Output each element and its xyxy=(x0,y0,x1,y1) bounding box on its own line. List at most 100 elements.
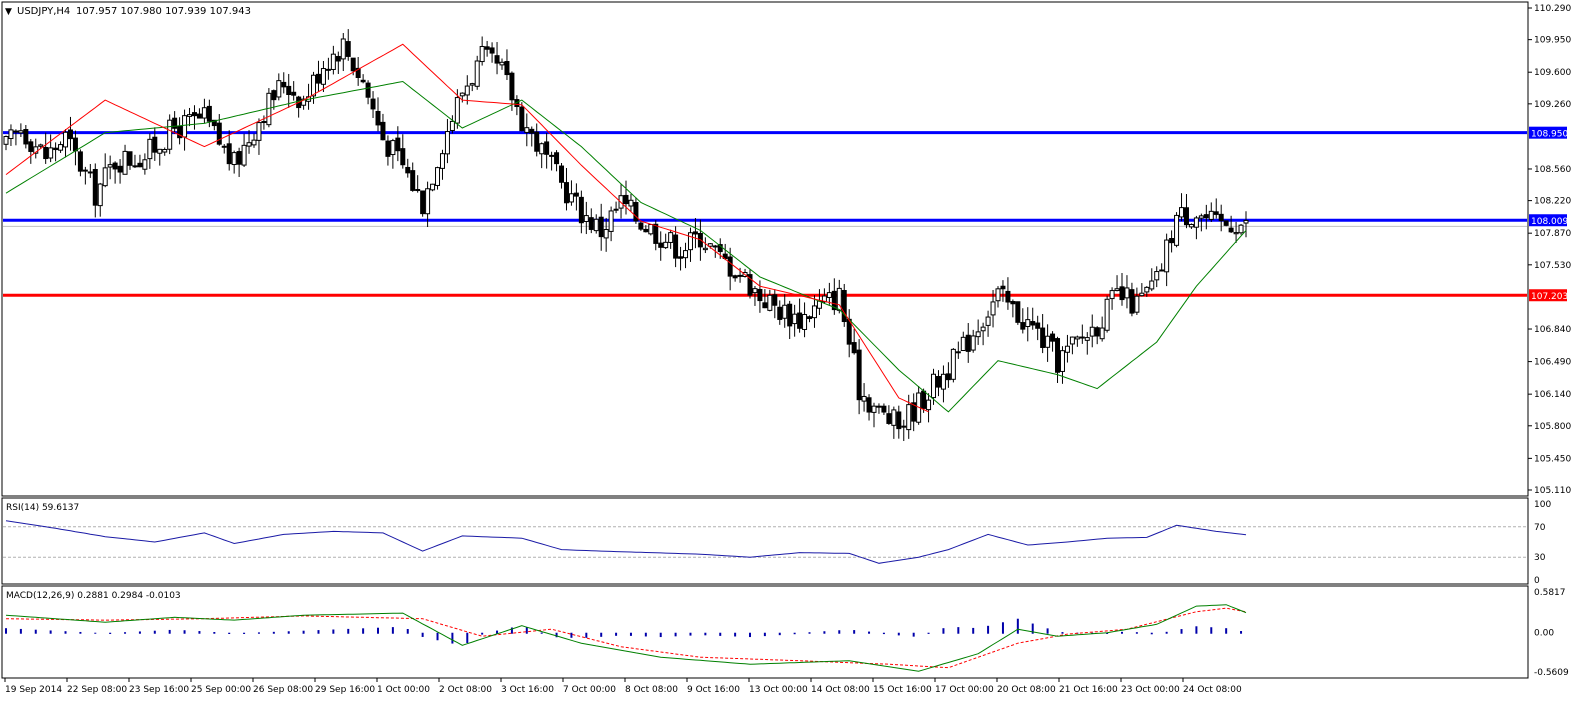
candle xyxy=(529,126,535,147)
candle xyxy=(1064,334,1070,363)
chevron-down-icon[interactable]: ▼ xyxy=(5,7,12,17)
candle xyxy=(1055,336,1061,383)
candle xyxy=(678,246,684,271)
candle xyxy=(802,302,808,338)
candle xyxy=(464,75,470,105)
candle xyxy=(1134,287,1140,315)
price-tick-label: 108.220 xyxy=(1534,197,1571,207)
candle xyxy=(935,370,941,397)
candle xyxy=(871,402,877,428)
candle xyxy=(187,107,193,127)
candle xyxy=(638,221,644,231)
candle xyxy=(975,319,981,345)
candle xyxy=(876,403,882,414)
macd-tick-label: 0.5817 xyxy=(1534,588,1566,598)
time-tick-label: 29 Sep 16:00 xyxy=(315,685,375,695)
candle xyxy=(960,331,966,352)
candle xyxy=(172,111,178,134)
rsi-tick-label: 0 xyxy=(1534,576,1540,586)
time-tick-label: 7 Oct 00:00 xyxy=(563,685,616,695)
candle xyxy=(1218,204,1224,232)
candle xyxy=(226,130,232,171)
time-tick-label: 15 Oct 16:00 xyxy=(873,685,932,695)
main-price-pane[interactable]: 110.290 109.950 109.600 109.260 108.560 108.2… xyxy=(1,1,1571,497)
candle xyxy=(767,289,773,312)
time-tick-label: 13 Oct 00:00 xyxy=(749,685,808,695)
candle xyxy=(702,237,708,254)
candle xyxy=(1124,275,1130,309)
candle xyxy=(851,328,857,355)
price-tick-label: 107.530 xyxy=(1534,261,1571,271)
candle xyxy=(1005,277,1011,310)
candle xyxy=(554,150,560,172)
candle xyxy=(856,339,862,415)
candle xyxy=(63,129,69,158)
candle xyxy=(385,135,391,166)
candle xyxy=(494,42,500,75)
candle xyxy=(157,148,163,166)
candle xyxy=(1015,301,1021,325)
candle xyxy=(787,300,793,340)
candle xyxy=(1144,286,1150,297)
candle xyxy=(1069,336,1075,355)
price-tick-label: 105.450 xyxy=(1534,454,1571,464)
candle xyxy=(271,89,277,110)
macd-pane[interactable]: 0.5817 0.00 -0.5609 MACD(12,26,9) 0.2881 0… xyxy=(1,585,1569,679)
candle xyxy=(593,214,599,234)
candle xyxy=(58,141,64,153)
candle xyxy=(563,168,569,211)
candle xyxy=(1089,314,1095,348)
time-tick-label: 24 Oct 08:00 xyxy=(1183,685,1242,695)
candle xyxy=(435,166,441,190)
candle xyxy=(122,144,128,175)
candle xyxy=(578,190,584,234)
candle xyxy=(687,227,693,262)
candle xyxy=(836,279,842,314)
candle xyxy=(132,154,138,169)
candle xyxy=(3,135,9,151)
price-tick-label: 109.260 xyxy=(1534,100,1571,110)
candle xyxy=(668,229,674,249)
candle xyxy=(826,282,832,305)
candle xyxy=(1010,299,1016,318)
candle xyxy=(772,289,778,319)
candle xyxy=(147,133,153,169)
candle xyxy=(598,203,604,251)
candle xyxy=(251,133,257,148)
candle xyxy=(544,132,550,169)
candle xyxy=(345,29,351,61)
candle xyxy=(8,124,14,146)
candle xyxy=(1159,263,1165,272)
candle xyxy=(886,405,892,425)
time-tick-label: 26 Sep 08:00 xyxy=(253,685,313,695)
candle xyxy=(1084,332,1090,355)
candle xyxy=(53,142,59,162)
candle xyxy=(896,405,902,439)
candle xyxy=(23,125,29,149)
candle xyxy=(583,201,589,235)
candle xyxy=(142,153,148,175)
candle xyxy=(559,163,565,189)
price-tick-label: 106.840 xyxy=(1534,325,1571,335)
candle xyxy=(211,119,217,131)
candle xyxy=(152,127,158,161)
level-tag-resistance-lower xyxy=(1529,214,1567,227)
candle xyxy=(196,108,202,119)
candle xyxy=(613,201,619,214)
candle xyxy=(92,163,98,218)
candle xyxy=(1139,283,1145,297)
candle xyxy=(1238,223,1244,235)
candle xyxy=(325,57,331,80)
candle xyxy=(1213,198,1219,219)
candle xyxy=(82,166,88,185)
level-price-tags: 108.950 108.009 107.203 xyxy=(1529,126,1568,302)
candle xyxy=(67,116,73,151)
candle xyxy=(534,123,540,157)
candle xyxy=(425,181,431,228)
candle xyxy=(777,300,783,325)
rsi-pane[interactable]: 100 70 30 0 RSI(14) 59.6137 xyxy=(1,497,1551,586)
candle xyxy=(926,393,932,423)
time-tick-label: 3 Oct 16:00 xyxy=(501,685,554,695)
